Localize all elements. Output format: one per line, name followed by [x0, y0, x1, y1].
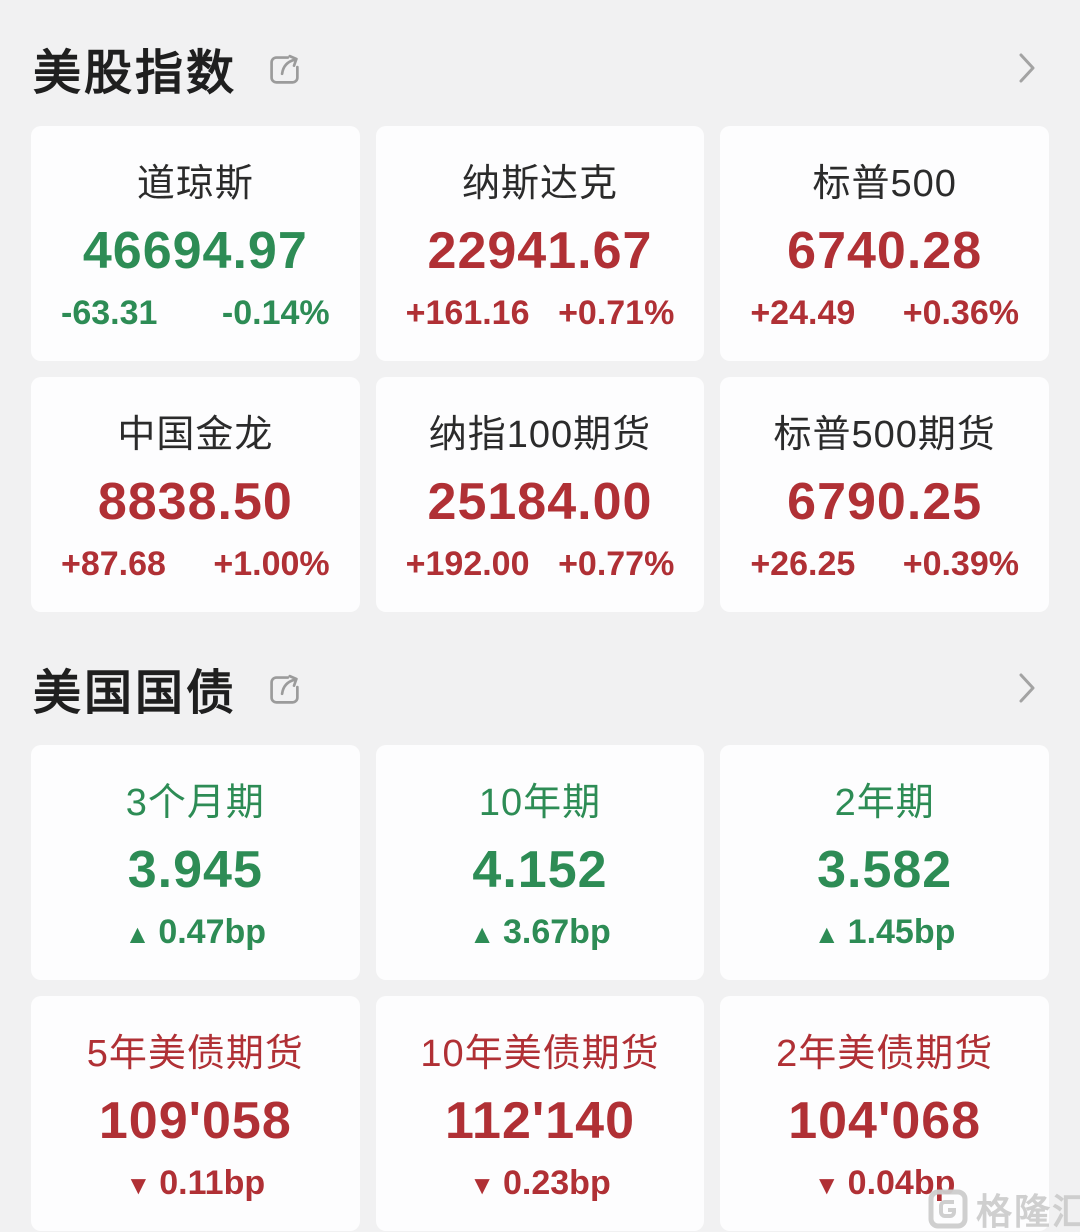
index-change: +161.16 — [405, 294, 530, 332]
treasury-change-row: ▼ 0.11bp — [31, 1164, 360, 1203]
index-card-nasdaq100-futures[interactable]: 纳指100期货 25184.00 +192.00 +0.77% — [375, 377, 705, 612]
index-value: 6790.25 — [787, 472, 983, 531]
treasury-card-5y-futures[interactable]: 5年美债期货 109'058 ▼ 0.11bp — [31, 996, 360, 1231]
share-icon[interactable] — [263, 48, 305, 90]
down-triangle-icon: ▼ — [813, 1169, 840, 1200]
index-change-pct: -0.14% — [221, 294, 330, 332]
index-change: +26.25 — [750, 545, 856, 583]
us-indices-grid: 道琼斯 46694.97 -63.31 -0.14% 纳斯达克 22941.67… — [31, 126, 1049, 612]
share-icon[interactable] — [263, 668, 305, 710]
treasury-card-10y[interactable]: 10年期 4.152 ▲ 3.67bp — [375, 745, 705, 980]
treasury-change-row: ▲ 1.45bp — [720, 913, 1049, 952]
treasury-card-2y[interactable]: 2年期 3.582 ▲ 1.45bp — [720, 745, 1049, 980]
treasury-card-2y-futures[interactable]: 2年美债期货 104'068 ▼ 0.04bp — [720, 996, 1049, 1231]
up-triangle-icon: ▲ — [469, 918, 495, 949]
index-change: +192.00 — [405, 545, 530, 583]
index-change: +87.68 — [61, 545, 166, 583]
index-change-row: +192.00 +0.77% — [376, 545, 705, 584]
index-name: 道琼斯 — [136, 163, 254, 205]
treasury-change-row: ▼ 0.04bp — [720, 1164, 1049, 1203]
index-change: -63.31 — [61, 294, 158, 332]
treasury-change: 1.45bp — [847, 913, 956, 951]
index-value: 22941.67 — [427, 221, 653, 280]
treasury-yield: 3.582 — [817, 840, 953, 899]
index-name: 纳斯达克 — [461, 163, 618, 205]
treasury-change-row: ▲ 3.67bp — [376, 913, 705, 952]
index-change-pct: +1.00% — [213, 545, 330, 583]
treasury-change: 0.47bp — [158, 913, 267, 951]
index-card-nasdaq[interactable]: 纳斯达克 22941.67 +161.16 +0.71% — [375, 126, 705, 361]
treasury-name: 10年美债期货 — [420, 1033, 660, 1075]
index-card-golden-dragon[interactable]: 中国金龙 8838.50 +87.68 +1.00% — [31, 377, 360, 612]
treasury-change-row: ▼ 0.23bp — [376, 1164, 705, 1203]
section-title: 美股指数 — [33, 47, 238, 100]
us-treasuries-grid: 3个月期 3.945 ▲ 0.47bp 10年期 4.152 ▲ 3.67bp … — [31, 745, 1049, 1231]
index-card-sp500-futures[interactable]: 标普500期货 6790.25 +26.25 +0.39% — [720, 377, 1049, 612]
index-change-row: +87.68 +1.00% — [31, 545, 360, 584]
index-change-pct: +0.39% — [902, 545, 1019, 583]
up-triangle-icon: ▲ — [813, 918, 840, 949]
treasury-name: 5年美债期货 — [86, 1033, 304, 1075]
index-change-row: +161.16 +0.71% — [376, 294, 705, 333]
index-name: 标普500期货 — [773, 414, 996, 456]
index-name: 标普500 — [812, 163, 957, 205]
treasury-name: 3个月期 — [125, 782, 265, 824]
index-value: 6740.28 — [787, 221, 983, 280]
treasury-change: 0.11bp — [159, 1164, 266, 1202]
index-change-pct: +0.77% — [558, 545, 675, 583]
treasury-name: 2年美债期货 — [776, 1033, 994, 1075]
chevron-right-icon[interactable] — [1014, 668, 1040, 708]
index-name: 纳指100期货 — [428, 414, 652, 456]
treasury-name: 2年期 — [834, 782, 935, 824]
index-value: 25184.00 — [427, 472, 653, 531]
treasury-yield: 4.152 — [472, 840, 608, 899]
index-change-row: +26.25 +0.39% — [720, 545, 1049, 584]
index-change-pct: +0.36% — [902, 294, 1019, 332]
index-change: +24.49 — [750, 294, 856, 332]
index-name: 中国金龙 — [117, 414, 274, 456]
section-header-us-treasuries[interactable]: 美国国债 — [33, 660, 1047, 720]
treasury-change: 0.23bp — [503, 1164, 611, 1202]
treasury-change-row: ▲ 0.47bp — [31, 913, 360, 952]
treasury-name: 10年期 — [478, 782, 602, 824]
index-change-row: -63.31 -0.14% — [31, 294, 360, 333]
index-value: 8838.50 — [97, 472, 293, 531]
section-header-us-indices[interactable]: 美股指数 — [33, 40, 1047, 100]
treasury-card-3m[interactable]: 3个月期 3.945 ▲ 0.47bp — [31, 745, 360, 980]
index-card-sp500[interactable]: 标普500 6740.28 +24.49 +0.36% — [720, 126, 1049, 361]
up-triangle-icon: ▲ — [124, 918, 151, 949]
treasury-yield: 3.945 — [127, 840, 263, 899]
index-change-pct: +0.71% — [558, 294, 675, 332]
down-triangle-icon: ▼ — [125, 1169, 152, 1200]
treasury-change: 0.04bp — [847, 1164, 956, 1202]
treasury-card-10y-futures[interactable]: 10年美债期货 112'140 ▼ 0.23bp — [375, 996, 705, 1231]
treasury-price: 112'140 — [444, 1091, 635, 1150]
section-title: 美国国债 — [33, 667, 238, 720]
treasury-change: 3.67bp — [503, 913, 611, 951]
index-card-dow[interactable]: 道琼斯 46694.97 -63.31 -0.14% — [31, 126, 360, 361]
chevron-right-icon[interactable] — [1014, 48, 1040, 88]
down-triangle-icon: ▼ — [469, 1169, 495, 1200]
index-change-row: +24.49 +0.36% — [720, 294, 1049, 333]
treasury-price: 109'058 — [98, 1091, 292, 1150]
index-value: 46694.97 — [82, 221, 308, 280]
treasury-price: 104'068 — [788, 1091, 982, 1150]
